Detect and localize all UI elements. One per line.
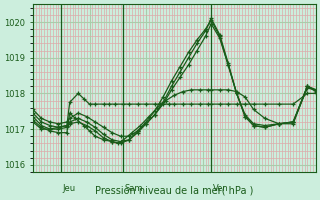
- X-axis label: Pression niveau de la mer( hPa ): Pression niveau de la mer( hPa ): [95, 186, 253, 196]
- Text: Ven: Ven: [212, 184, 228, 193]
- Text: Sam: Sam: [125, 184, 143, 193]
- Text: Jeu: Jeu: [63, 184, 76, 193]
